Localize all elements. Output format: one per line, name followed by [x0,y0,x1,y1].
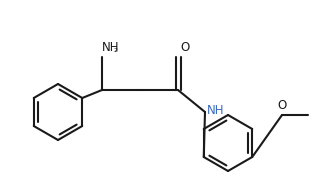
Text: O: O [277,99,287,112]
Text: NH: NH [102,41,120,54]
Text: ₂: ₂ [114,44,118,54]
Text: NH: NH [207,103,225,117]
Text: O: O [180,41,189,54]
